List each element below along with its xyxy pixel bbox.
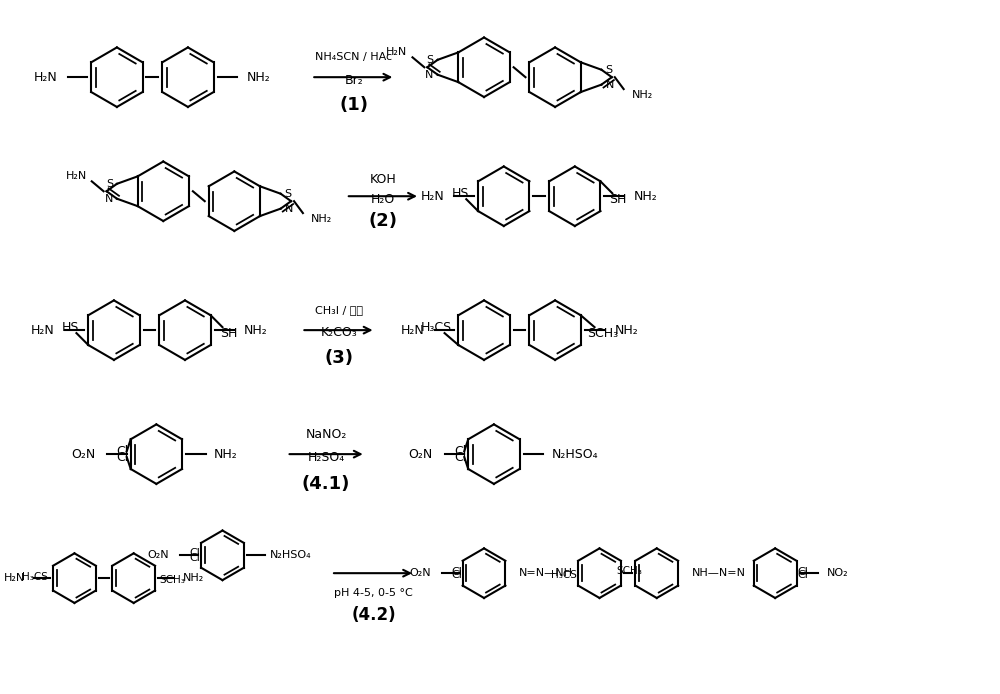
Text: Cl: Cl	[190, 553, 201, 563]
Text: (3): (3)	[324, 349, 353, 367]
Text: Cl: Cl	[451, 567, 462, 577]
Text: K₂CO₃: K₂CO₃	[321, 325, 357, 339]
Text: N=N—NH: N=N—NH	[519, 568, 573, 578]
Text: NH₂: NH₂	[311, 214, 332, 224]
Text: S: S	[285, 189, 292, 198]
Text: NH—N=N: NH—N=N	[692, 568, 746, 578]
Text: H₃CS: H₃CS	[551, 570, 577, 579]
Text: (2): (2)	[369, 212, 398, 230]
Text: H₃CS: H₃CS	[22, 572, 48, 582]
Text: N₂HSO₄: N₂HSO₄	[552, 448, 598, 461]
Text: NaNO₂: NaNO₂	[305, 428, 347, 441]
Text: N: N	[105, 194, 113, 204]
Text: pH 4-5, 0-5 °C: pH 4-5, 0-5 °C	[334, 588, 413, 598]
Text: H₂N: H₂N	[401, 323, 425, 337]
Text: HS: HS	[62, 321, 79, 334]
Text: NH₂: NH₂	[214, 448, 237, 461]
Text: O₂N: O₂N	[409, 568, 431, 578]
Text: NH₄SCN / HAc: NH₄SCN / HAc	[315, 52, 392, 62]
Text: H₃CS: H₃CS	[421, 321, 452, 334]
Text: O₂N: O₂N	[409, 448, 433, 461]
Text: (4.1): (4.1)	[302, 475, 350, 493]
Text: Cl: Cl	[190, 548, 201, 558]
Text: Cl: Cl	[797, 567, 808, 577]
Text: Cl: Cl	[117, 450, 129, 464]
Text: H₂N: H₂N	[4, 573, 25, 583]
Text: NH₂: NH₂	[247, 71, 271, 84]
Text: NH₂: NH₂	[244, 323, 268, 337]
Text: H₂N: H₂N	[31, 323, 55, 337]
Text: S: S	[605, 65, 613, 75]
Text: N: N	[605, 80, 614, 90]
Text: H₂N: H₂N	[34, 71, 58, 84]
Text: N₂HSO₄: N₂HSO₄	[270, 550, 311, 560]
Text: (4.2): (4.2)	[351, 606, 396, 624]
Text: HS: HS	[452, 187, 469, 200]
Text: SCH₃: SCH₃	[617, 566, 642, 576]
Text: NH₂: NH₂	[632, 90, 653, 100]
Text: N: N	[425, 69, 434, 80]
Text: KOH: KOH	[370, 173, 397, 186]
Text: (1): (1)	[339, 96, 368, 114]
Text: CH₃I / 丙酮: CH₃I / 丙酮	[315, 305, 363, 315]
Text: H₂N: H₂N	[386, 47, 408, 58]
Text: Cl: Cl	[454, 445, 466, 457]
Text: O₂N: O₂N	[71, 448, 95, 461]
Text: SH: SH	[220, 327, 237, 339]
Text: NO₂: NO₂	[827, 568, 848, 578]
Text: Cl: Cl	[797, 570, 808, 579]
Text: S: S	[427, 55, 434, 65]
Text: SH: SH	[610, 193, 627, 205]
Text: Br₂: Br₂	[344, 74, 363, 87]
Text: SCH₃: SCH₃	[160, 575, 186, 584]
Text: Cl: Cl	[117, 445, 129, 457]
Text: H₂N: H₂N	[421, 189, 445, 203]
Text: H₂SO₄: H₂SO₄	[307, 450, 345, 464]
Text: Cl: Cl	[454, 450, 466, 464]
Text: NH₂: NH₂	[614, 323, 638, 337]
Text: NH₂: NH₂	[183, 573, 204, 583]
Text: SCH₃: SCH₃	[587, 327, 618, 339]
Text: N: N	[285, 203, 293, 214]
Text: NH₂: NH₂	[634, 189, 658, 203]
Text: Cl: Cl	[451, 570, 462, 579]
Text: H₂O: H₂O	[371, 193, 395, 205]
Text: S: S	[106, 179, 113, 189]
Text: O₂N: O₂N	[148, 550, 169, 560]
Text: H₂N: H₂N	[66, 171, 87, 181]
